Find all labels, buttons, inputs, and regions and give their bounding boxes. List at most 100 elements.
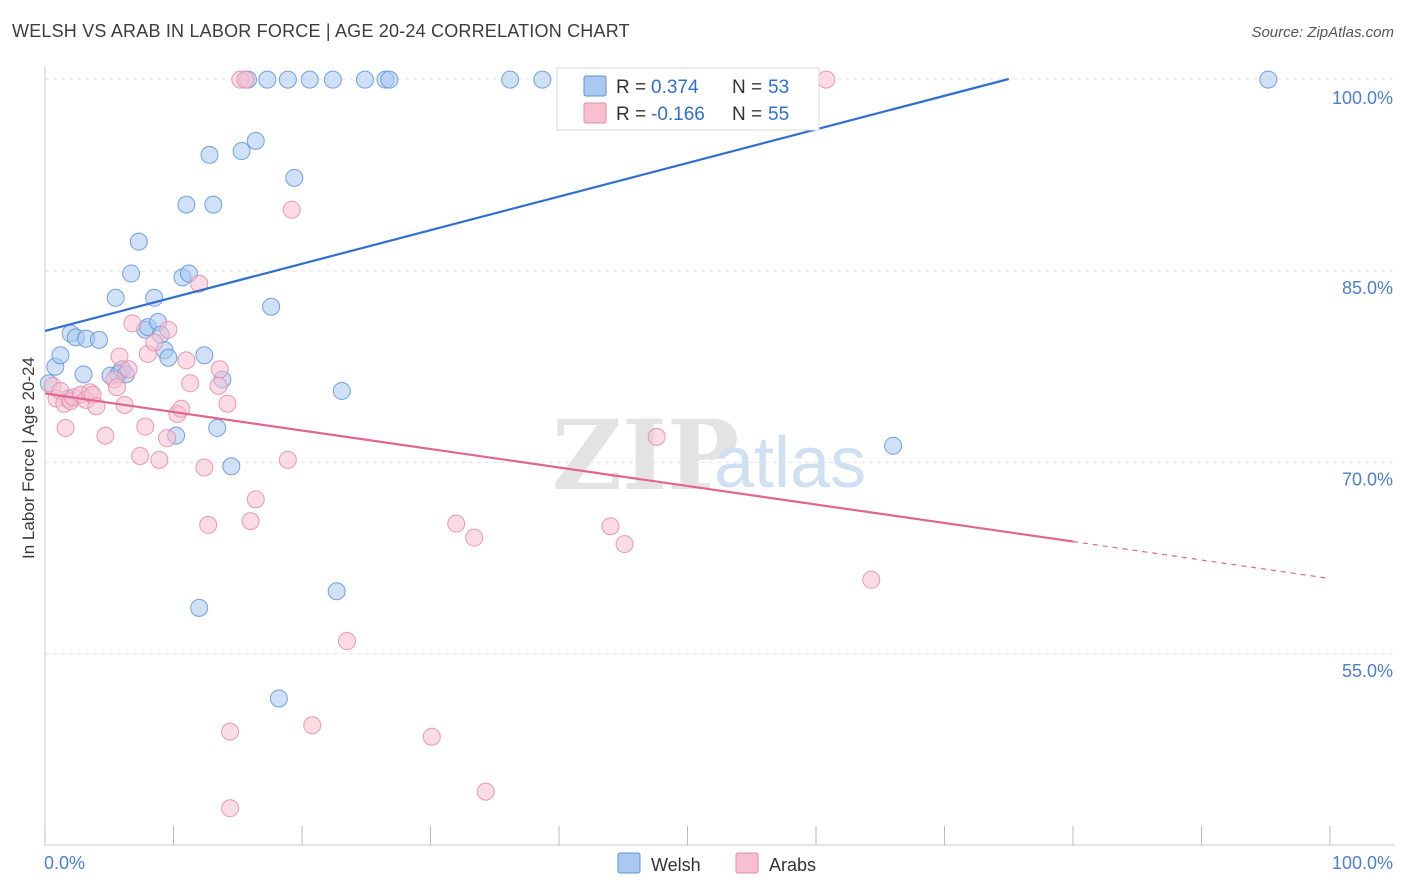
welsh-point <box>208 418 227 437</box>
welsh-point <box>327 582 346 601</box>
arabs-point <box>131 447 150 466</box>
arabs-point <box>236 70 255 89</box>
x-tick-label: 0.0% <box>44 853 85 873</box>
x-tick-label: 100.0% <box>1332 853 1393 873</box>
arabs-point <box>136 417 155 436</box>
arabs-point <box>110 347 129 366</box>
y-tick-label: 70.0% <box>1342 469 1393 489</box>
arabs-point <box>150 450 169 469</box>
arabs-point <box>303 716 322 735</box>
arabs-trend-line <box>44 392 1074 543</box>
arabs-point <box>465 528 484 547</box>
arabs-point <box>123 314 142 333</box>
welsh-point <box>300 70 319 89</box>
welsh-point <box>74 365 93 384</box>
welsh-point <box>332 381 351 400</box>
y-tick-label: 55.0% <box>1342 661 1393 681</box>
welsh-point <box>190 598 209 617</box>
welsh-point <box>200 145 219 164</box>
bottom-legend-swatch-welsh <box>617 852 641 874</box>
arabs-point <box>817 70 836 89</box>
legend-arabs-r-label: R = <box>616 104 646 125</box>
arabs-point <box>337 632 356 651</box>
axes-layer: 55.0% 70.0% 85.0% 100.0% 0.0% 100.0% <box>44 66 1394 873</box>
arabs-point <box>119 360 138 379</box>
arabs-point <box>210 360 229 379</box>
welsh-point <box>246 131 265 150</box>
welsh-point <box>258 70 277 89</box>
welsh-point <box>106 288 125 307</box>
arabs-point <box>476 782 495 801</box>
stats-legend: R = 0.374 N = 53 R = -0.166 N = 55 <box>556 67 820 131</box>
arabs-point <box>96 426 115 445</box>
welsh-point <box>323 70 342 89</box>
arabs-point <box>422 727 441 746</box>
arabs-point <box>145 333 164 352</box>
watermark-zip: ZIP <box>552 399 739 512</box>
arabs-point <box>246 490 265 509</box>
welsh-point <box>177 195 196 214</box>
arabs-point <box>862 570 881 589</box>
trend-layer <box>44 77 1331 580</box>
arabs-point <box>647 427 666 446</box>
arabs-point <box>195 458 214 477</box>
arabs-point <box>221 799 240 818</box>
welsh-point <box>269 689 288 708</box>
arabs-point <box>241 512 260 531</box>
welsh-point <box>232 142 251 161</box>
welsh-point <box>285 168 304 187</box>
arabs-point <box>56 418 75 437</box>
arabs-point <box>209 376 228 395</box>
series-legend: Welsh Arabs <box>617 852 816 875</box>
welsh-point <box>129 232 148 251</box>
welsh-trend-line <box>44 77 1010 333</box>
welsh-point <box>222 457 241 476</box>
welsh-point <box>380 70 399 89</box>
arabs-point <box>199 515 218 534</box>
y-tick-label: 100.0% <box>1332 88 1393 108</box>
watermark: ZIP atlas <box>552 399 866 512</box>
arabs-point <box>107 378 126 397</box>
welsh-point <box>533 70 552 89</box>
grid-layer <box>45 78 1394 655</box>
welsh-point <box>278 70 297 89</box>
bottom-legend-swatch-arabs <box>735 852 759 874</box>
welsh-point <box>262 297 281 316</box>
legend-arabs-n-value: 55 <box>768 104 789 125</box>
y-tick-label: 85.0% <box>1342 278 1393 298</box>
arabs-point <box>282 200 301 219</box>
welsh-point <box>1259 70 1278 89</box>
welsh-point <box>89 330 108 349</box>
arabs-point <box>190 274 209 293</box>
watermark-atlas: atlas <box>714 423 866 503</box>
arabs-trend-extension <box>1072 540 1331 580</box>
welsh-point <box>355 70 374 89</box>
source-label: Source: ZipAtlas.com <box>1251 24 1394 41</box>
legend-swatch-welsh <box>583 75 607 97</box>
legend-welsh-n-label: N = <box>732 77 762 98</box>
arabs-point <box>158 429 177 448</box>
welsh-point <box>204 195 223 214</box>
welsh-point <box>501 70 520 89</box>
legend-arabs-n-label: N = <box>732 104 762 125</box>
welsh-point <box>122 264 141 283</box>
welsh-point <box>159 348 178 367</box>
arabs-point <box>221 722 240 741</box>
arabs-point <box>615 535 634 554</box>
arabs-point <box>278 450 297 469</box>
welsh-point <box>195 346 214 365</box>
bottom-legend-welsh: Welsh <box>651 855 701 875</box>
arabs-point <box>181 374 200 393</box>
points-layer <box>39 70 1278 818</box>
legend-welsh-n-value: 53 <box>768 77 789 98</box>
arabs-point <box>447 514 466 533</box>
arabs-point <box>177 351 196 370</box>
arabs-point <box>601 517 620 536</box>
legend-welsh-r-label: R = <box>616 77 646 98</box>
welsh-point <box>51 346 70 365</box>
bottom-legend-arabs: Arabs <box>769 855 816 875</box>
legend-arabs-r-value: -0.166 <box>651 104 705 125</box>
arabs-point <box>218 394 237 413</box>
arabs-point <box>159 320 178 339</box>
